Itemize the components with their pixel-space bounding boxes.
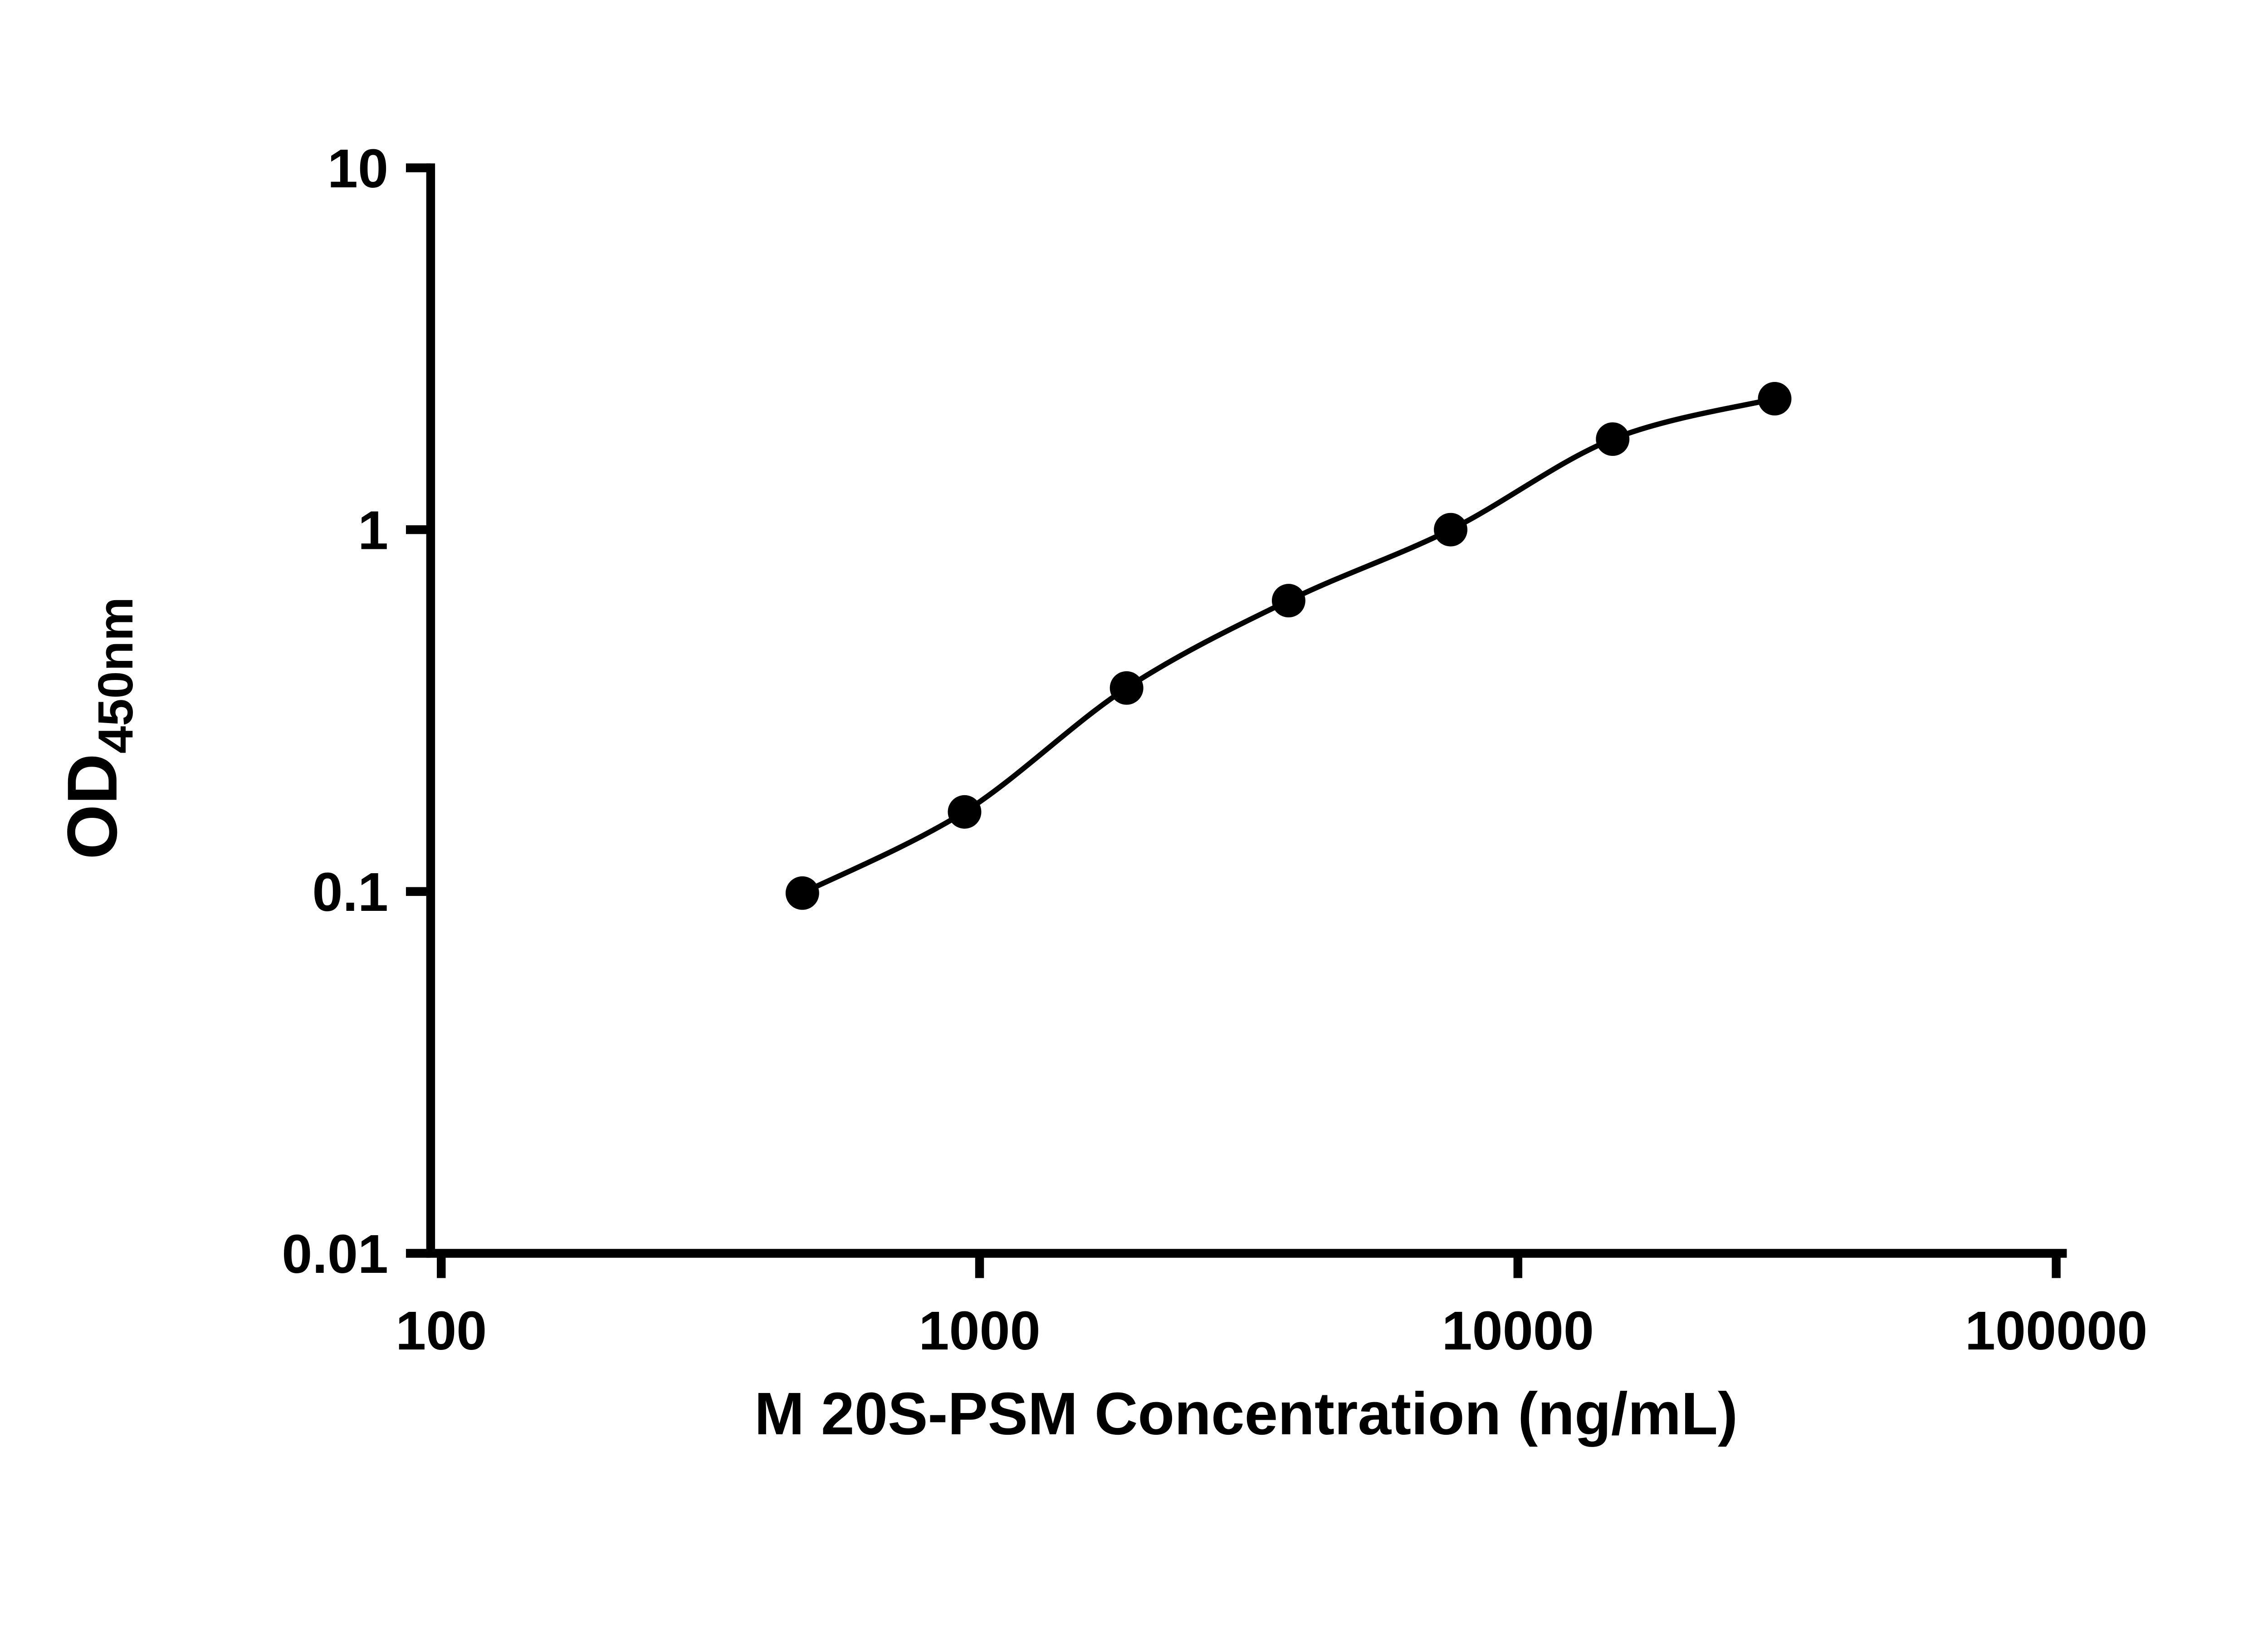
- y-axis-title-base: OD: [53, 753, 132, 859]
- y-axis-title: OD450nm: [53, 597, 143, 860]
- y-tick-label: 0.01: [282, 1223, 388, 1285]
- x-tick-label: 100000: [1965, 1300, 2147, 1361]
- x-tick-label: 100: [396, 1300, 487, 1361]
- y-axis-title-subscript: 450nm: [88, 597, 143, 753]
- data-point: [948, 795, 982, 829]
- y-tick-label: 1: [358, 500, 388, 561]
- data-point: [1596, 422, 1630, 456]
- x-tick-label: 1000: [919, 1300, 1040, 1361]
- data-point: [1434, 513, 1468, 547]
- data-point: [1758, 382, 1792, 416]
- plot-layer: 100 1000 10000 100000 0.01 0.1 1 10: [282, 138, 2147, 1361]
- standard-curve-chart: 100 1000 10000 100000 0.01 0.1 1 10 OD450nm M 2…: [53, 138, 2147, 1447]
- y-tick-label: 0.1: [312, 861, 388, 923]
- data-point: [1271, 584, 1305, 618]
- x-tick-label: 10000: [1442, 1300, 1594, 1361]
- data-point: [785, 876, 819, 910]
- data-point: [1110, 671, 1144, 705]
- fit-curve: [801, 396, 1775, 896]
- y-tick-label: 10: [327, 138, 388, 199]
- axes: [426, 163, 2067, 1258]
- x-axis-title: M 20S-PSM Concentration (ng/mL): [754, 1380, 1738, 1447]
- figure: 100 1000 10000 100000 0.01 0.1 1 10 OD450nm M 2…: [0, 22, 2268, 1611]
